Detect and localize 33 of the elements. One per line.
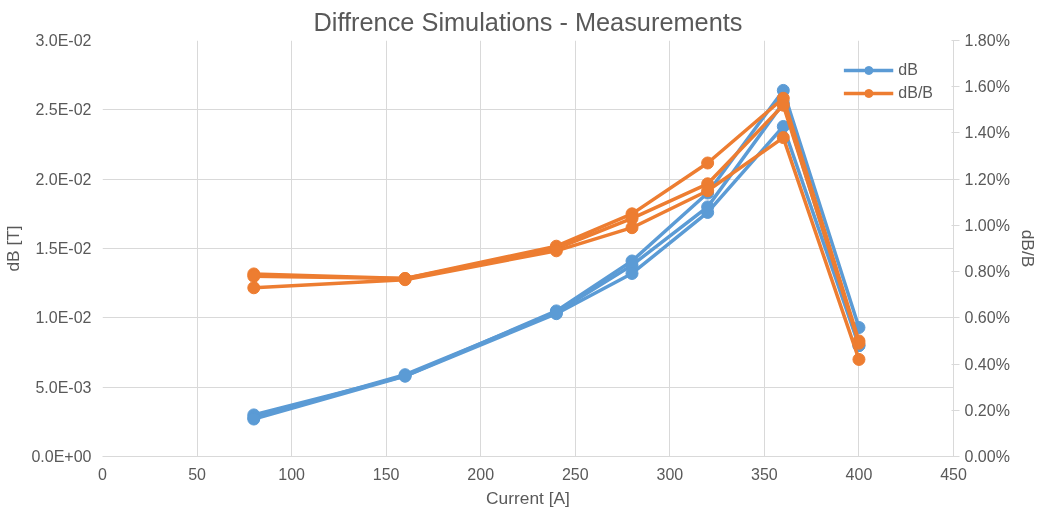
y-tick-label: 5.0E-03 bbox=[35, 378, 92, 396]
x-tick-label: 200 bbox=[467, 465, 495, 483]
y2-tick-label: 1.00% bbox=[964, 216, 1010, 234]
x-tick-label: 150 bbox=[372, 465, 400, 483]
x-tick-label: 100 bbox=[278, 465, 306, 483]
y2-axis-title: dB/B bbox=[1017, 229, 1038, 268]
y-tick-label: 1.5E-02 bbox=[35, 240, 92, 257]
y-tick-label: 2.0E-02 bbox=[35, 170, 92, 188]
y2-tick-label: 0.20% bbox=[964, 401, 1010, 419]
legend-label: dB/B bbox=[898, 84, 933, 102]
x-tick-label: 50 bbox=[188, 465, 207, 483]
y2-tick-label: 0.60% bbox=[964, 309, 1010, 327]
x-tick-label: 450 bbox=[940, 465, 967, 483]
y2-tick-label: 0.80% bbox=[964, 263, 1010, 281]
y2-tick-label: 1.40% bbox=[964, 124, 1010, 142]
y2-tick-label: 1.80% bbox=[964, 32, 1010, 49]
y-axis-title: dB [T] bbox=[3, 225, 24, 272]
legend-label: dB bbox=[898, 61, 919, 79]
x-axis-title: Current [A] bbox=[486, 487, 570, 508]
y-tick-label: 2.5E-02 bbox=[35, 101, 92, 119]
x-tick-label: 250 bbox=[561, 465, 589, 483]
y2-tick-label: 1.20% bbox=[964, 170, 1010, 188]
y-tick-label: 3.0E-02 bbox=[35, 32, 92, 49]
x-tick-label: 350 bbox=[751, 465, 778, 483]
x-tick-label: 300 bbox=[656, 465, 684, 483]
chart-title: Diffrence Simulations - Measurements bbox=[313, 7, 743, 36]
y2-tick-label: 0.00% bbox=[964, 448, 1010, 465]
y2-tick-label: 1.60% bbox=[964, 78, 1010, 96]
y2-tick-label: 0.40% bbox=[964, 355, 1010, 373]
y-tick-label: 0.0E+00 bbox=[31, 448, 92, 465]
y-tick-label: 1.0E-02 bbox=[35, 309, 92, 327]
x-tick-label: 0 bbox=[98, 465, 108, 483]
x-tick-label: 400 bbox=[845, 465, 873, 483]
